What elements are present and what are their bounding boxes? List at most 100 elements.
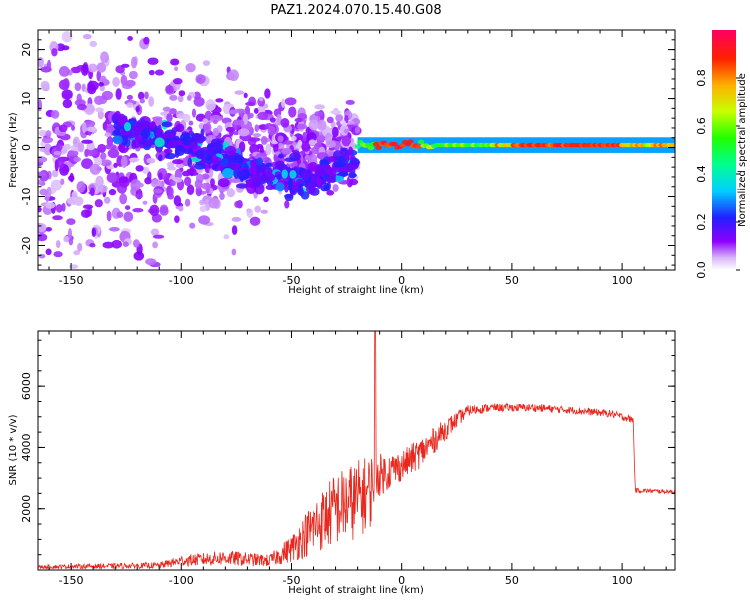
spectrogram-blob [44, 18, 51, 22]
spectrogram-blob [199, 199, 205, 206]
spectrogram-blob [170, 58, 180, 66]
spectrogram-blob [94, 199, 103, 208]
spectrogram-blob [144, 91, 149, 100]
spectrogram-blob [294, 117, 303, 123]
spectrogram-blob [326, 190, 335, 196]
spectrogram-blob [264, 88, 271, 99]
spectrogram-blob [391, 141, 398, 147]
top-plot-frame [37, 29, 676, 271]
spectrogram-blob [170, 180, 176, 187]
spectrogram-blob [198, 215, 211, 225]
spectrogram-blob [119, 193, 128, 205]
spectrogram-blob [415, 144, 422, 149]
spectrogram-blob [175, 163, 185, 169]
spectrogram-blob [259, 97, 264, 102]
spectrogram-blob [177, 95, 184, 103]
spectrogram-blob [186, 184, 195, 196]
spectrogram-blob [277, 135, 284, 143]
spectrogram-blob [234, 200, 241, 208]
x-tick-label: 0 [398, 574, 405, 587]
spectrogram-blob [210, 138, 223, 148]
spectrogram-blob [168, 108, 177, 115]
spectrogram-blob [273, 142, 279, 154]
spectrogram-blob [133, 251, 145, 261]
spectrogram-blob [194, 178, 203, 190]
spectrogram-blob [288, 177, 293, 187]
spectrogram-blob [354, 126, 361, 134]
spectrogram-blob [95, 107, 104, 113]
spectrogram-blob [77, 242, 83, 252]
spectrogram-blob [219, 192, 225, 200]
spectrogram-blob [148, 69, 155, 76]
spectrogram-blob [231, 225, 238, 236]
spectrogram-blob [152, 241, 159, 249]
spectrogram-blob [80, 209, 91, 218]
spectrogram-blob [254, 124, 260, 133]
spectrogram-blob [103, 196, 111, 204]
spectrogram-blob [130, 179, 142, 191]
spectrogram-blob [202, 118, 209, 125]
spectrogram-blob [203, 121, 212, 134]
colorbar [712, 30, 736, 270]
spectrogram-blob [236, 183, 248, 189]
spectrogram-blob [325, 140, 337, 148]
spectrogram-blob [212, 127, 220, 137]
spectrogram-blob [123, 122, 132, 132]
spectrogram-blob [288, 106, 297, 118]
spectrogram-blob [310, 146, 322, 155]
spectrogram-blob [139, 98, 145, 104]
spectrogram-blob [316, 177, 323, 187]
spectrogram-blob [156, 18, 160, 22]
spectrogram-blob [144, 177, 152, 185]
colorbar-label: Normalized spectral amplitude [737, 73, 748, 227]
spectrogram-blob [174, 135, 180, 142]
spectrogram-blob [122, 241, 129, 247]
spectrogram-blob [128, 70, 138, 80]
spectrogram-blob [121, 63, 130, 68]
colorbar-tick-label: 0.2 [695, 213, 708, 231]
spectrogram-blob [125, 79, 136, 87]
spectrogram-blob [225, 122, 233, 127]
spectrogram-blob [296, 123, 308, 130]
spectrogram-blob [70, 124, 76, 131]
spectrogram-blob [308, 119, 319, 131]
spectrogram-blob [108, 188, 117, 196]
spectrogram-blob [45, 202, 56, 209]
spectrogram-blob [330, 110, 342, 115]
spectrogram-blob [153, 188, 163, 194]
spectrogram-blob [58, 124, 68, 133]
spectrogram-blob [169, 187, 174, 197]
spectrogram-blob [175, 123, 185, 133]
spectrogram-blob [276, 113, 282, 126]
spectrogram-blob [332, 184, 339, 192]
spectrogram-blob [112, 135, 123, 145]
spectrogram-blob [233, 154, 245, 164]
spectrogram-blob [205, 155, 213, 165]
spectrogram-blob [233, 169, 240, 178]
spectrogram-blob [231, 216, 242, 222]
spectrogram-blob [66, 218, 76, 225]
spectrogram-blob [186, 168, 196, 174]
spectrogram-blob [243, 92, 248, 99]
spectrogram-blob [229, 128, 234, 137]
spectrogram-blob [260, 209, 269, 214]
spectrogram-blob [62, 98, 73, 109]
spectrogram-blob [228, 109, 239, 115]
spectrogram-blob [120, 156, 128, 168]
spectrogram-blob [39, 188, 48, 196]
bottom-xlabel: Height of straight line (km) [288, 585, 424, 596]
spectrogram-blob [249, 216, 261, 226]
spectrogram-blob [169, 94, 178, 101]
spectrogram-blob [91, 227, 96, 238]
spectrogram-blob [46, 59, 52, 72]
spectrogram-blob [265, 143, 272, 156]
x-tick-label: 100 [612, 574, 633, 587]
y-tick-label: -10 [20, 188, 33, 206]
spectrogram-blob [296, 178, 304, 185]
spectrogram-blob [115, 88, 122, 100]
spectrogram-blob [74, 82, 82, 92]
spectrogram-blob [113, 128, 121, 136]
spectrogram-blob [184, 198, 191, 207]
spectrogram-blob [314, 111, 324, 117]
spectrogram-blob [87, 143, 95, 151]
